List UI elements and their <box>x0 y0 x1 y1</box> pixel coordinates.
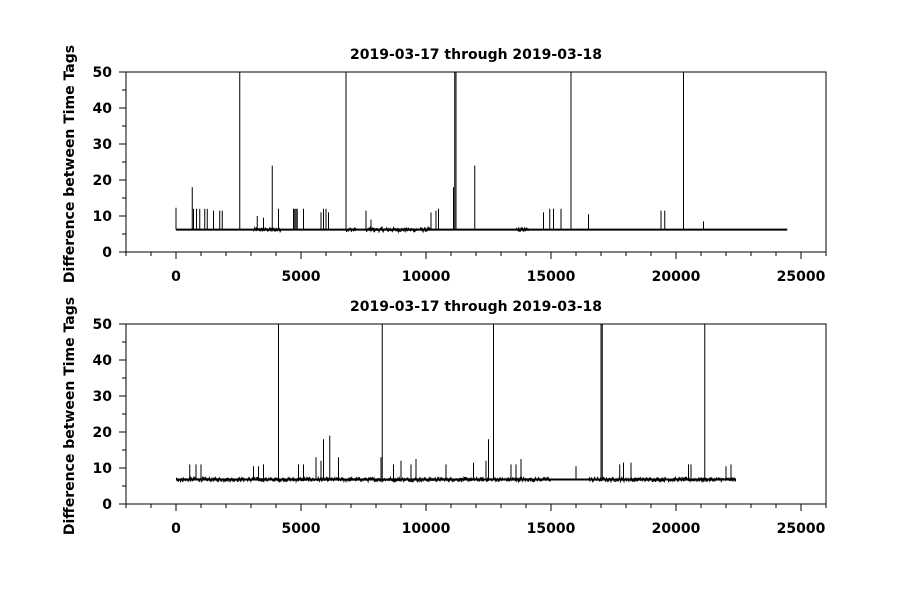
series-noise-band <box>253 225 282 234</box>
series-noise-band <box>588 475 737 484</box>
x-tick-label: 15000 <box>527 521 576 537</box>
y-tick-label: 20 <box>93 425 113 441</box>
y-tick-label: 40 <box>93 353 113 369</box>
series-noise-band <box>345 226 357 233</box>
x-tick-label: 5000 <box>282 521 321 537</box>
x-tick-label: 25000 <box>777 269 826 285</box>
y-tick-label: 10 <box>93 461 113 477</box>
y-tick-label: 20 <box>93 173 113 189</box>
y-tick-label: 0 <box>102 245 112 261</box>
top-panel: 2019-03-17 through 2019-03-18 Difference… <box>62 45 827 285</box>
top-panel-plot-area <box>175 72 788 234</box>
top-panel-axes: 0 10 20 30 40 50 0 5000 10000 15000 20000 25000 <box>93 65 827 285</box>
x-tick-label: 20000 <box>652 521 701 537</box>
x-tick-label: 10000 <box>402 269 451 285</box>
y-tick-label: 40 <box>93 101 113 117</box>
y-tick-label: 10 <box>93 209 113 225</box>
x-tick-label: 5000 <box>282 269 321 285</box>
x-tick-label: 15000 <box>527 269 576 285</box>
x-tick-label: 25000 <box>777 521 826 537</box>
x-tick-label: 10000 <box>402 521 451 537</box>
y-tick-label: 50 <box>93 65 113 81</box>
y-tick-label: 30 <box>93 137 113 153</box>
y-tick-label: 50 <box>93 317 113 333</box>
bottom-panel-axes: 0 10 20 30 40 50 0 5000 10000 15000 20000 25000 <box>93 317 827 537</box>
y-tick-label: 0 <box>102 497 112 513</box>
top-panel-y-axis-label: Difference between Time Tags <box>62 45 78 283</box>
y-tick-label: 30 <box>93 389 113 405</box>
x-tick-label: 0 <box>171 521 181 537</box>
series-noise-band <box>176 475 552 484</box>
series-noise-band <box>515 226 529 233</box>
x-tick-label: 0 <box>171 269 181 285</box>
series-noise-band <box>365 226 432 234</box>
bottom-panel-y-axis-label: Difference between Time Tags <box>62 297 78 535</box>
x-tick-label: 20000 <box>652 269 701 285</box>
bottom-panel-plot-area <box>176 324 737 484</box>
top-panel-title: 2019-03-17 through 2019-03-18 <box>350 47 602 63</box>
bottom-panel: 2019-03-17 through 2019-03-18 Difference… <box>62 297 827 537</box>
bottom-panel-title: 2019-03-17 through 2019-03-18 <box>350 299 602 315</box>
